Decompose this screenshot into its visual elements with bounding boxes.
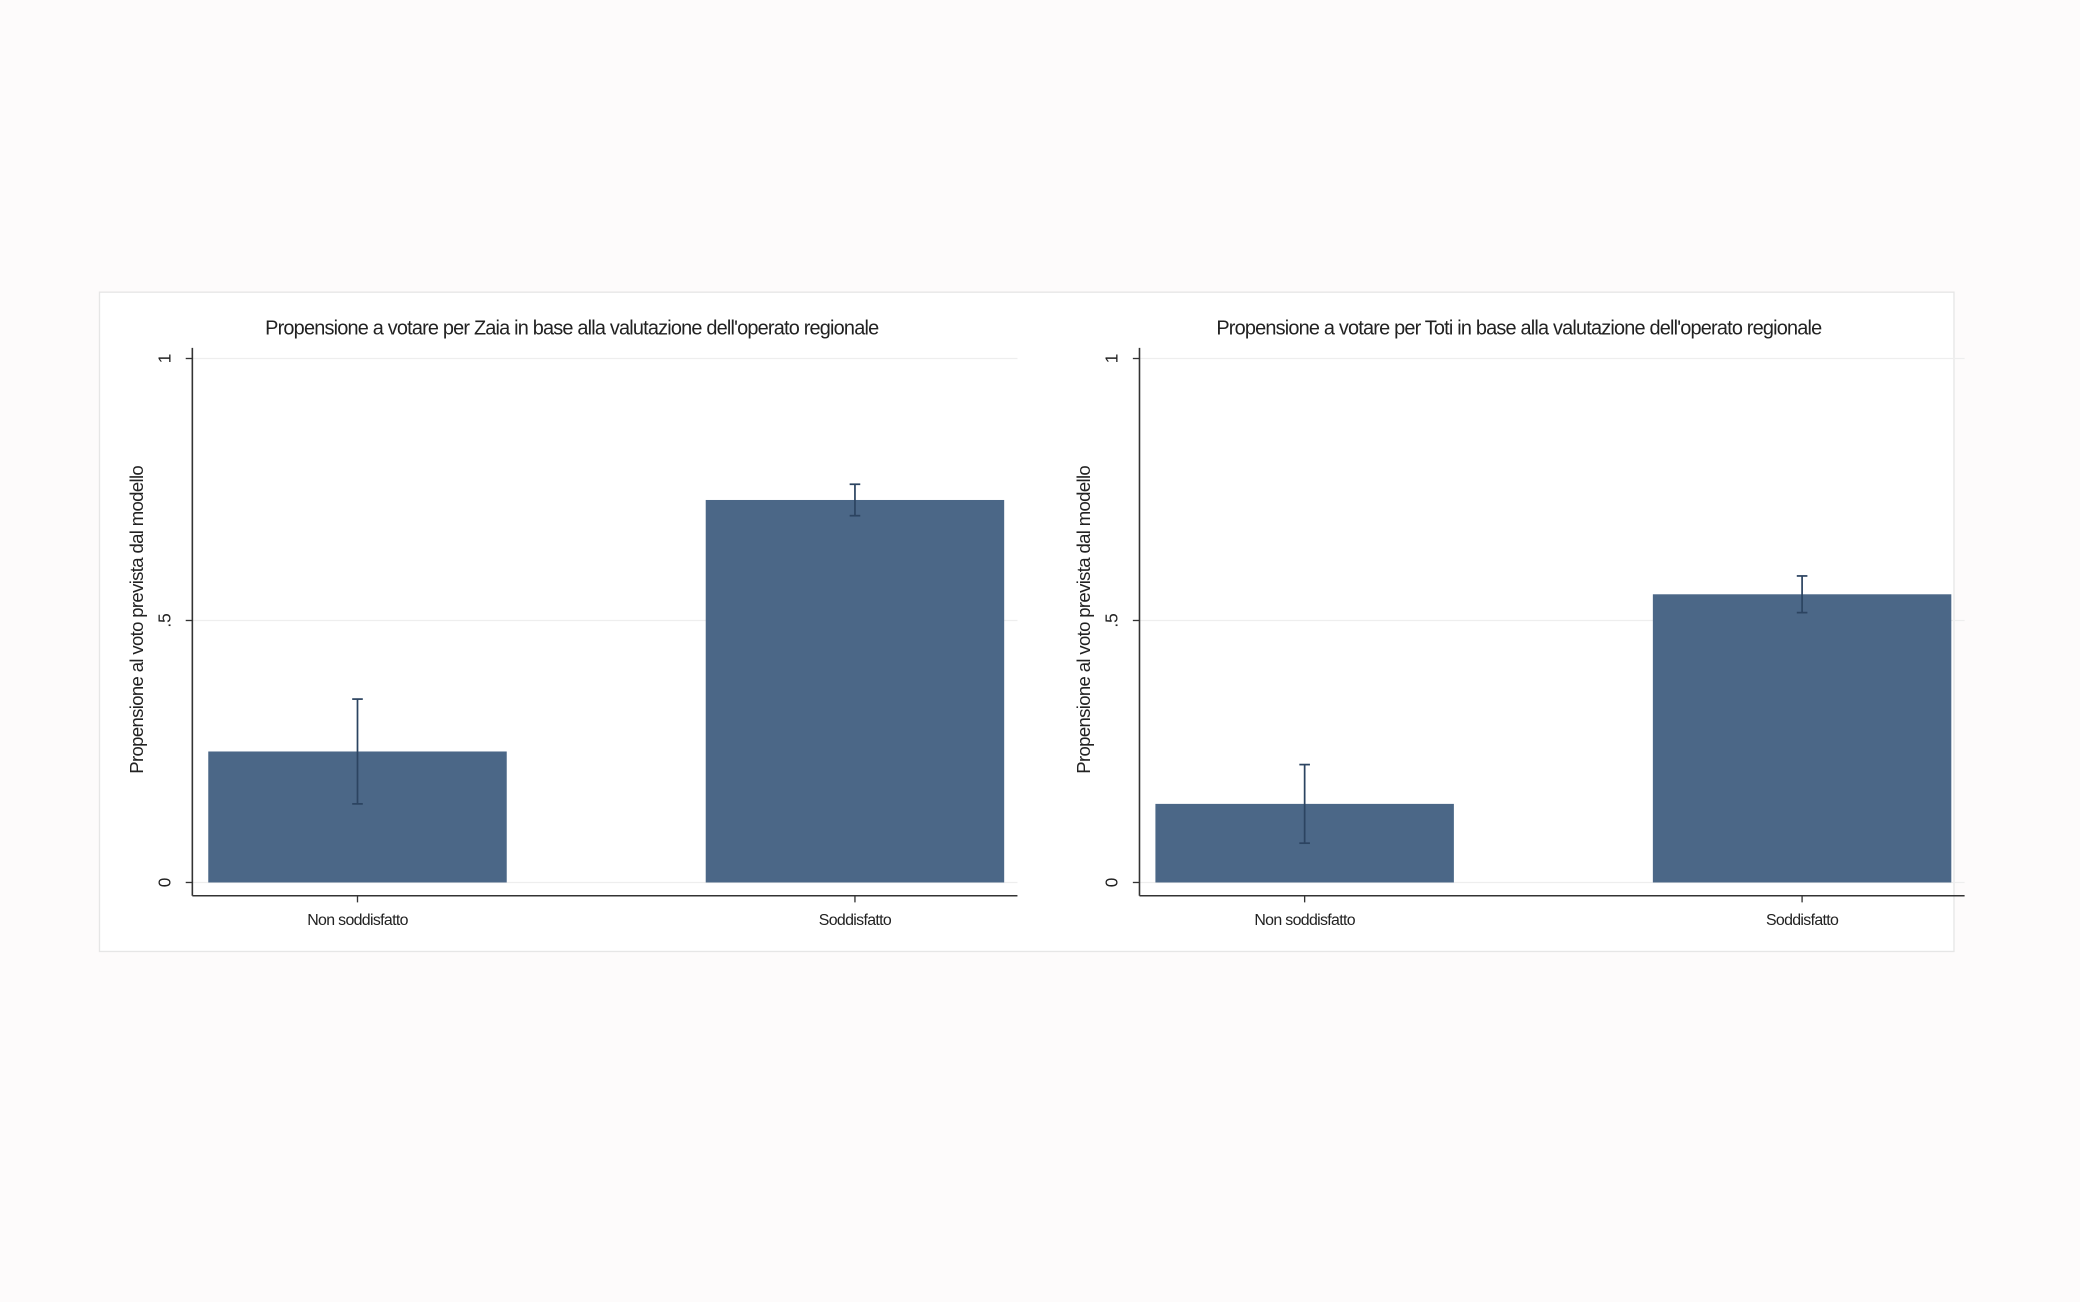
bar: [1652, 594, 1952, 883]
y-tick-label: 0: [154, 878, 174, 888]
y-axis-label: Propensione al voto prevista dal modello: [1073, 466, 1094, 774]
error-bar: [1796, 575, 1808, 614]
y-tick-label: .5: [154, 613, 174, 627]
error-bar: [352, 698, 363, 805]
x-tick-label: Non soddisfatto: [1254, 912, 1355, 929]
x-tick-label: Non soddisfatto: [307, 912, 408, 929]
x-tick-label: Soddisfatto: [1766, 912, 1839, 929]
error-bar: [1299, 763, 1310, 845]
y-tick-label: 0: [1102, 878, 1122, 888]
y-tick-label: .5: [1102, 613, 1122, 627]
y-tick-label: 1: [154, 354, 174, 364]
y-tick-label: 1: [1102, 354, 1122, 364]
chart-title: Propensione a votare per Zaia in base al…: [265, 318, 879, 340]
bar: [705, 499, 1005, 883]
x-tick-label: Soddisfatto: [819, 912, 892, 929]
y-axis-label: Propensione al voto prevista dal modello: [126, 466, 147, 774]
chart-title: Propensione a votare per Toti in base al…: [1216, 318, 1822, 340]
error-bar: [849, 483, 861, 517]
